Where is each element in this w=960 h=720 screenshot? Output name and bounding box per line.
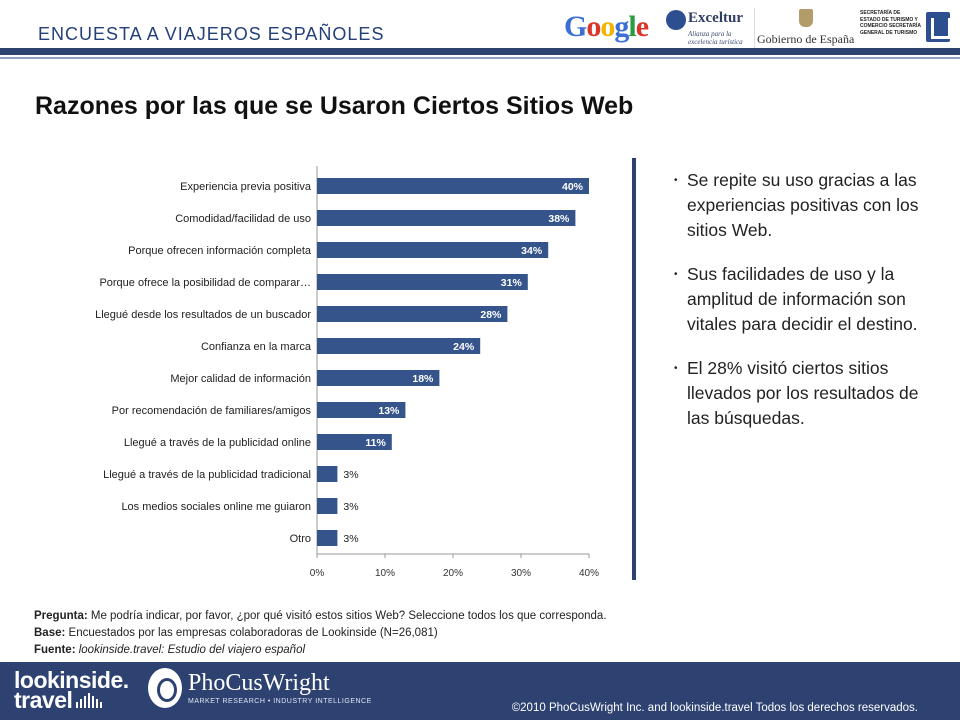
bar	[317, 242, 549, 258]
x-tick-label: 20%	[443, 568, 463, 579]
key-findings: Se repite su uso gracias a las experienc…	[674, 168, 934, 450]
exceltur-mark-icon	[666, 10, 686, 30]
category-label: Llegué a través de la publicidad online	[124, 437, 311, 449]
footer-bar: lookinside. travel PhoCusWright MARKET R…	[0, 662, 960, 720]
bar	[317, 466, 338, 482]
bar	[317, 434, 392, 450]
note-pregunta: Pregunta: Me podría indicar, por favor, …	[34, 608, 607, 625]
data-label: 24%	[453, 341, 475, 353]
note-pregunta-text: Me podría indicar, por favor, ¿por qué v…	[87, 610, 607, 622]
data-label: 11%	[365, 437, 386, 449]
lookinside-logo: lookinside. travel	[14, 667, 129, 713]
phocuswright-logo: PhoCusWright MARKET RESEARCH • INDUSTRY …	[148, 668, 371, 714]
category-label: Experiencia previa positiva	[180, 181, 312, 193]
data-label: 3%	[343, 469, 358, 481]
lookinside-line2: travel	[14, 687, 73, 713]
bar	[317, 274, 528, 290]
header-rule-thin	[0, 57, 960, 59]
bar	[317, 338, 481, 354]
x-tick-label: 30%	[511, 568, 531, 579]
vertical-divider	[632, 158, 636, 580]
secretaria-text: SECRETARÍA DE ESTADO DE TURISMO Y COMERC…	[860, 10, 921, 36]
data-label: 13%	[378, 405, 400, 417]
note-base-label: Base:	[34, 627, 66, 639]
x-tick-label: 10%	[375, 568, 395, 579]
note-pregunta-label: Pregunta:	[34, 610, 88, 622]
category-label: Llegué a través de la publicidad tradici…	[103, 469, 311, 481]
copyright-text: ©2010 PhoCusWright Inc. and lookinside.t…	[511, 702, 918, 714]
category-label: Por recomendación de familiares/amigos	[112, 405, 312, 417]
finding-1: Se repite su uso gracias a las experienc…	[674, 168, 934, 243]
data-label: 28%	[480, 309, 502, 321]
lookinside-line2-row: travel	[14, 687, 129, 713]
google-logo: Google	[564, 10, 649, 43]
note-fuente: Fuente: lookinside.travel: Estudio del v…	[34, 642, 607, 659]
category-label: Mejor calidad de información	[170, 373, 311, 385]
phocuswright-name: PhoCusWright	[188, 670, 330, 696]
spain-crest-icon	[799, 9, 813, 27]
signal-bars-icon	[76, 690, 104, 710]
bar	[317, 178, 589, 194]
finding-2: Sus facilidades de uso y la amplitud de …	[674, 262, 934, 337]
category-label: Llegué desde los resultados de un buscad…	[95, 309, 311, 321]
note-fuente-label: Fuente:	[34, 644, 76, 656]
partner-logos: Google Exceltur Alianza para la excelenc…	[556, 6, 952, 48]
bar	[317, 498, 338, 514]
note-base: Base: Encuestados por las empresas colab…	[34, 625, 607, 642]
survey-notes: Pregunta: Me podría indicar, por favor, …	[34, 608, 607, 659]
lookinside-line1: lookinside.	[14, 667, 129, 693]
bar	[317, 370, 440, 386]
data-label: 40%	[562, 181, 584, 193]
data-label: 31%	[501, 277, 523, 289]
data-label: 18%	[412, 373, 434, 385]
survey-label: ENCUESTA A VIAJEROS ESPAÑOLES	[38, 24, 385, 44]
bar	[317, 530, 338, 546]
bar	[317, 306, 508, 322]
gobierno-name: Gobierno de España	[757, 32, 855, 46]
secretaria-logo: SECRETARÍA DE ESTADO DE TURISMO Y COMERC…	[860, 8, 952, 48]
category-label: Comodidad/facilidad de uso	[175, 213, 311, 225]
gobierno-logo: Gobierno de España	[754, 8, 856, 48]
note-fuente-text: lookinside.travel: Estudio del viajero e…	[75, 644, 306, 656]
finding-3: El 28% visitó ciertos sitios llevados po…	[674, 356, 934, 431]
exceltur-tagline: Alianza para la excelencia turística	[688, 30, 743, 46]
data-label: 3%	[343, 533, 358, 545]
header-rule	[0, 48, 960, 55]
exceltur-logo: Exceltur Alianza para la excelencia turí…	[666, 8, 754, 48]
category-label: Los medios sociales online me guiaron	[121, 501, 311, 513]
note-base-text: Encuestados por las empresas colaborador…	[65, 627, 438, 639]
page-title: Razones por las que se Usaron Ciertos Si…	[35, 92, 634, 120]
exceltur-name: Exceltur	[688, 10, 743, 26]
category-label: Confianza en la marca	[201, 341, 312, 353]
phocuswright-tagline: MARKET RESEARCH • INDUSTRY INTELLIGENCE	[188, 698, 372, 705]
bar	[317, 210, 576, 226]
category-label: Porque ofrecen información completa	[128, 245, 312, 257]
x-tick-label: 40%	[579, 568, 599, 579]
data-label: 34%	[521, 245, 543, 257]
category-label: Otro	[290, 533, 311, 545]
data-label: 38%	[548, 213, 570, 225]
x-tick-label: 0%	[310, 568, 325, 579]
category-label: Porque ofrece la posibilidad de comparar…	[99, 277, 311, 289]
data-label: 3%	[343, 501, 358, 513]
secretaria-mark-icon	[926, 12, 951, 42]
phocuswright-mark-icon	[148, 668, 182, 708]
bar-chart: 0% 10% 20% 30% 40% Experiencia previa positiv…	[95, 166, 599, 579]
bar	[317, 402, 406, 418]
